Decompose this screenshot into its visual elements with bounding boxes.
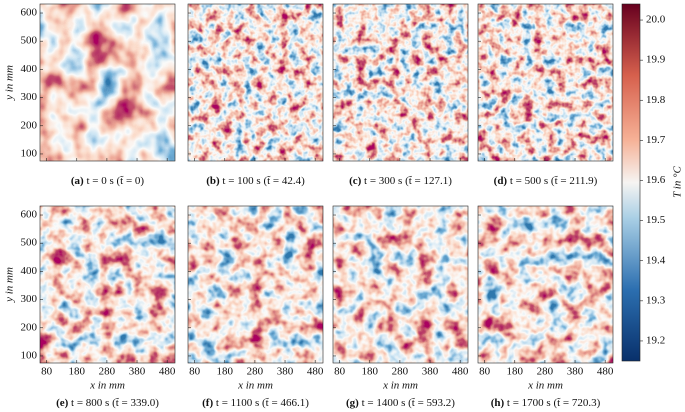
x-tick-label: 380 <box>129 366 146 378</box>
y-tick-label: 200 <box>21 321 38 333</box>
x-tick-label: 180 <box>507 366 524 378</box>
y-tick-label: 600 <box>21 7 38 19</box>
x-tick-label: 180 <box>69 366 86 378</box>
y-tick-label: 100 <box>21 147 38 159</box>
y-tick-label: 100 <box>21 349 38 361</box>
x-tick-label: 480 <box>452 366 469 378</box>
x-axis-label: x in mm <box>237 380 273 392</box>
panel-label: (b) <box>206 175 220 187</box>
panel-caption: (h) t = 1700 s (t̃ = 720.3) <box>491 396 601 408</box>
x-tick-label: 380 <box>567 366 584 378</box>
panel-label: (e) <box>56 397 69 409</box>
panel-frame <box>187 3 324 162</box>
panel-caption: (f) t = 1100 s (t̃ = 466.1) <box>202 396 309 408</box>
panel-frame <box>477 205 614 364</box>
panel-time: t = 100 s (t̃ = 42.4) <box>222 174 305 186</box>
x-tick-label: 280 <box>99 366 116 378</box>
y-axis-label: y in mm <box>4 267 16 303</box>
temperature-field <box>188 4 323 161</box>
panel-caption: (a) t = 0 s (t̃ = 0) <box>71 174 145 186</box>
colorbar-tick-label: 19.8 <box>646 94 666 106</box>
x-tick-label: 180 <box>362 366 379 378</box>
temperature-field <box>478 4 613 161</box>
panel-label: (g) <box>346 397 359 409</box>
y-tick-label: 500 <box>21 237 38 249</box>
panel-time: t = 500 s (t̃ = 211.9) <box>510 174 598 186</box>
panel-time: t = 1100 s (t̃ = 466.1) <box>216 396 309 408</box>
temperature-field <box>478 206 613 363</box>
panel-time: t = 1700 s (t̃ = 720.3) <box>507 396 601 408</box>
x-tick-label: 380 <box>277 366 294 378</box>
x-tick-label: 80 <box>334 366 346 378</box>
x-axis-label: x in mm <box>382 380 418 392</box>
panel-frame <box>477 3 614 162</box>
panel-label: (d) <box>494 175 508 187</box>
temperature-field <box>333 206 468 363</box>
y-tick-label: 400 <box>21 265 38 277</box>
panel-time: t = 300 s (t̃ = 127.1) <box>364 174 452 186</box>
x-tick-label: 480 <box>307 366 324 378</box>
panel-frame <box>332 205 469 364</box>
panel-frame <box>39 205 176 364</box>
panel-caption: (c) t = 300 s (t̃ = 127.1) <box>349 174 452 186</box>
y-tick-label: 500 <box>21 35 38 47</box>
colorbar-label: T in °C <box>672 165 684 197</box>
y-tick-label: 400 <box>21 63 38 75</box>
colorbar-tick-label: 19.5 <box>646 214 666 226</box>
panel-caption: (b) t = 100 s (t̃ = 42.4) <box>206 174 305 186</box>
panel-frame <box>187 205 324 364</box>
panel-label: (a) <box>71 175 84 187</box>
panel-label: (h) <box>491 397 505 409</box>
x-tick-label: 280 <box>537 366 554 378</box>
colorbar-tick-label: 19.7 <box>646 134 666 146</box>
panel-caption: (g) t = 1400 s (t̃ = 593.2) <box>346 396 455 408</box>
x-tick-label: 280 <box>392 366 409 378</box>
temperature-field <box>188 206 323 363</box>
x-tick-label: 480 <box>597 366 614 378</box>
x-tick-label: 180 <box>217 366 234 378</box>
temperature-field <box>40 206 175 363</box>
x-axis-label: x in mm <box>89 380 125 392</box>
x-tick-label: 380 <box>422 366 439 378</box>
y-tick-label: 300 <box>21 293 38 305</box>
x-tick-label: 80 <box>189 366 201 378</box>
x-tick-label: 280 <box>247 366 264 378</box>
colorbar-tick-label: 19.3 <box>646 294 666 306</box>
x-tick-label: 480 <box>159 366 176 378</box>
panel-time: t = 1400 s (t̃ = 593.2) <box>362 396 456 408</box>
panel-label: (f) <box>202 397 213 409</box>
colorbar-tick-label: 19.2 <box>646 334 665 346</box>
y-tick-label: 200 <box>21 119 38 131</box>
panel-caption: (d) t = 500 s (t̃ = 211.9) <box>494 174 598 186</box>
colorbar-tick-label: 19.4 <box>646 254 666 266</box>
panel-caption: (e) t = 800 s (t̃ = 339.0) <box>56 396 159 408</box>
temperature-field <box>333 4 468 161</box>
colorbar-tick-label: 19.6 <box>646 174 666 186</box>
panel-frame <box>332 3 469 162</box>
x-axis-label: x in mm <box>527 380 563 392</box>
y-axis-label: y in mm <box>4 65 16 101</box>
x-tick-label: 80 <box>41 366 53 378</box>
colorbar <box>621 3 641 362</box>
y-tick-label: 300 <box>21 91 38 103</box>
panel-time: t = 800 s (t̃ = 339.0) <box>71 396 159 408</box>
colorbar-tick-label: 20.0 <box>646 14 666 26</box>
panel-time: t = 0 s (t̃ = 0) <box>86 174 144 186</box>
panel-frame <box>39 3 176 162</box>
colorbar-tick-label: 19.9 <box>646 54 666 66</box>
panel-label: (c) <box>349 175 362 187</box>
x-tick-label: 80 <box>479 366 491 378</box>
temperature-field <box>40 4 175 161</box>
y-tick-label: 600 <box>21 209 38 221</box>
